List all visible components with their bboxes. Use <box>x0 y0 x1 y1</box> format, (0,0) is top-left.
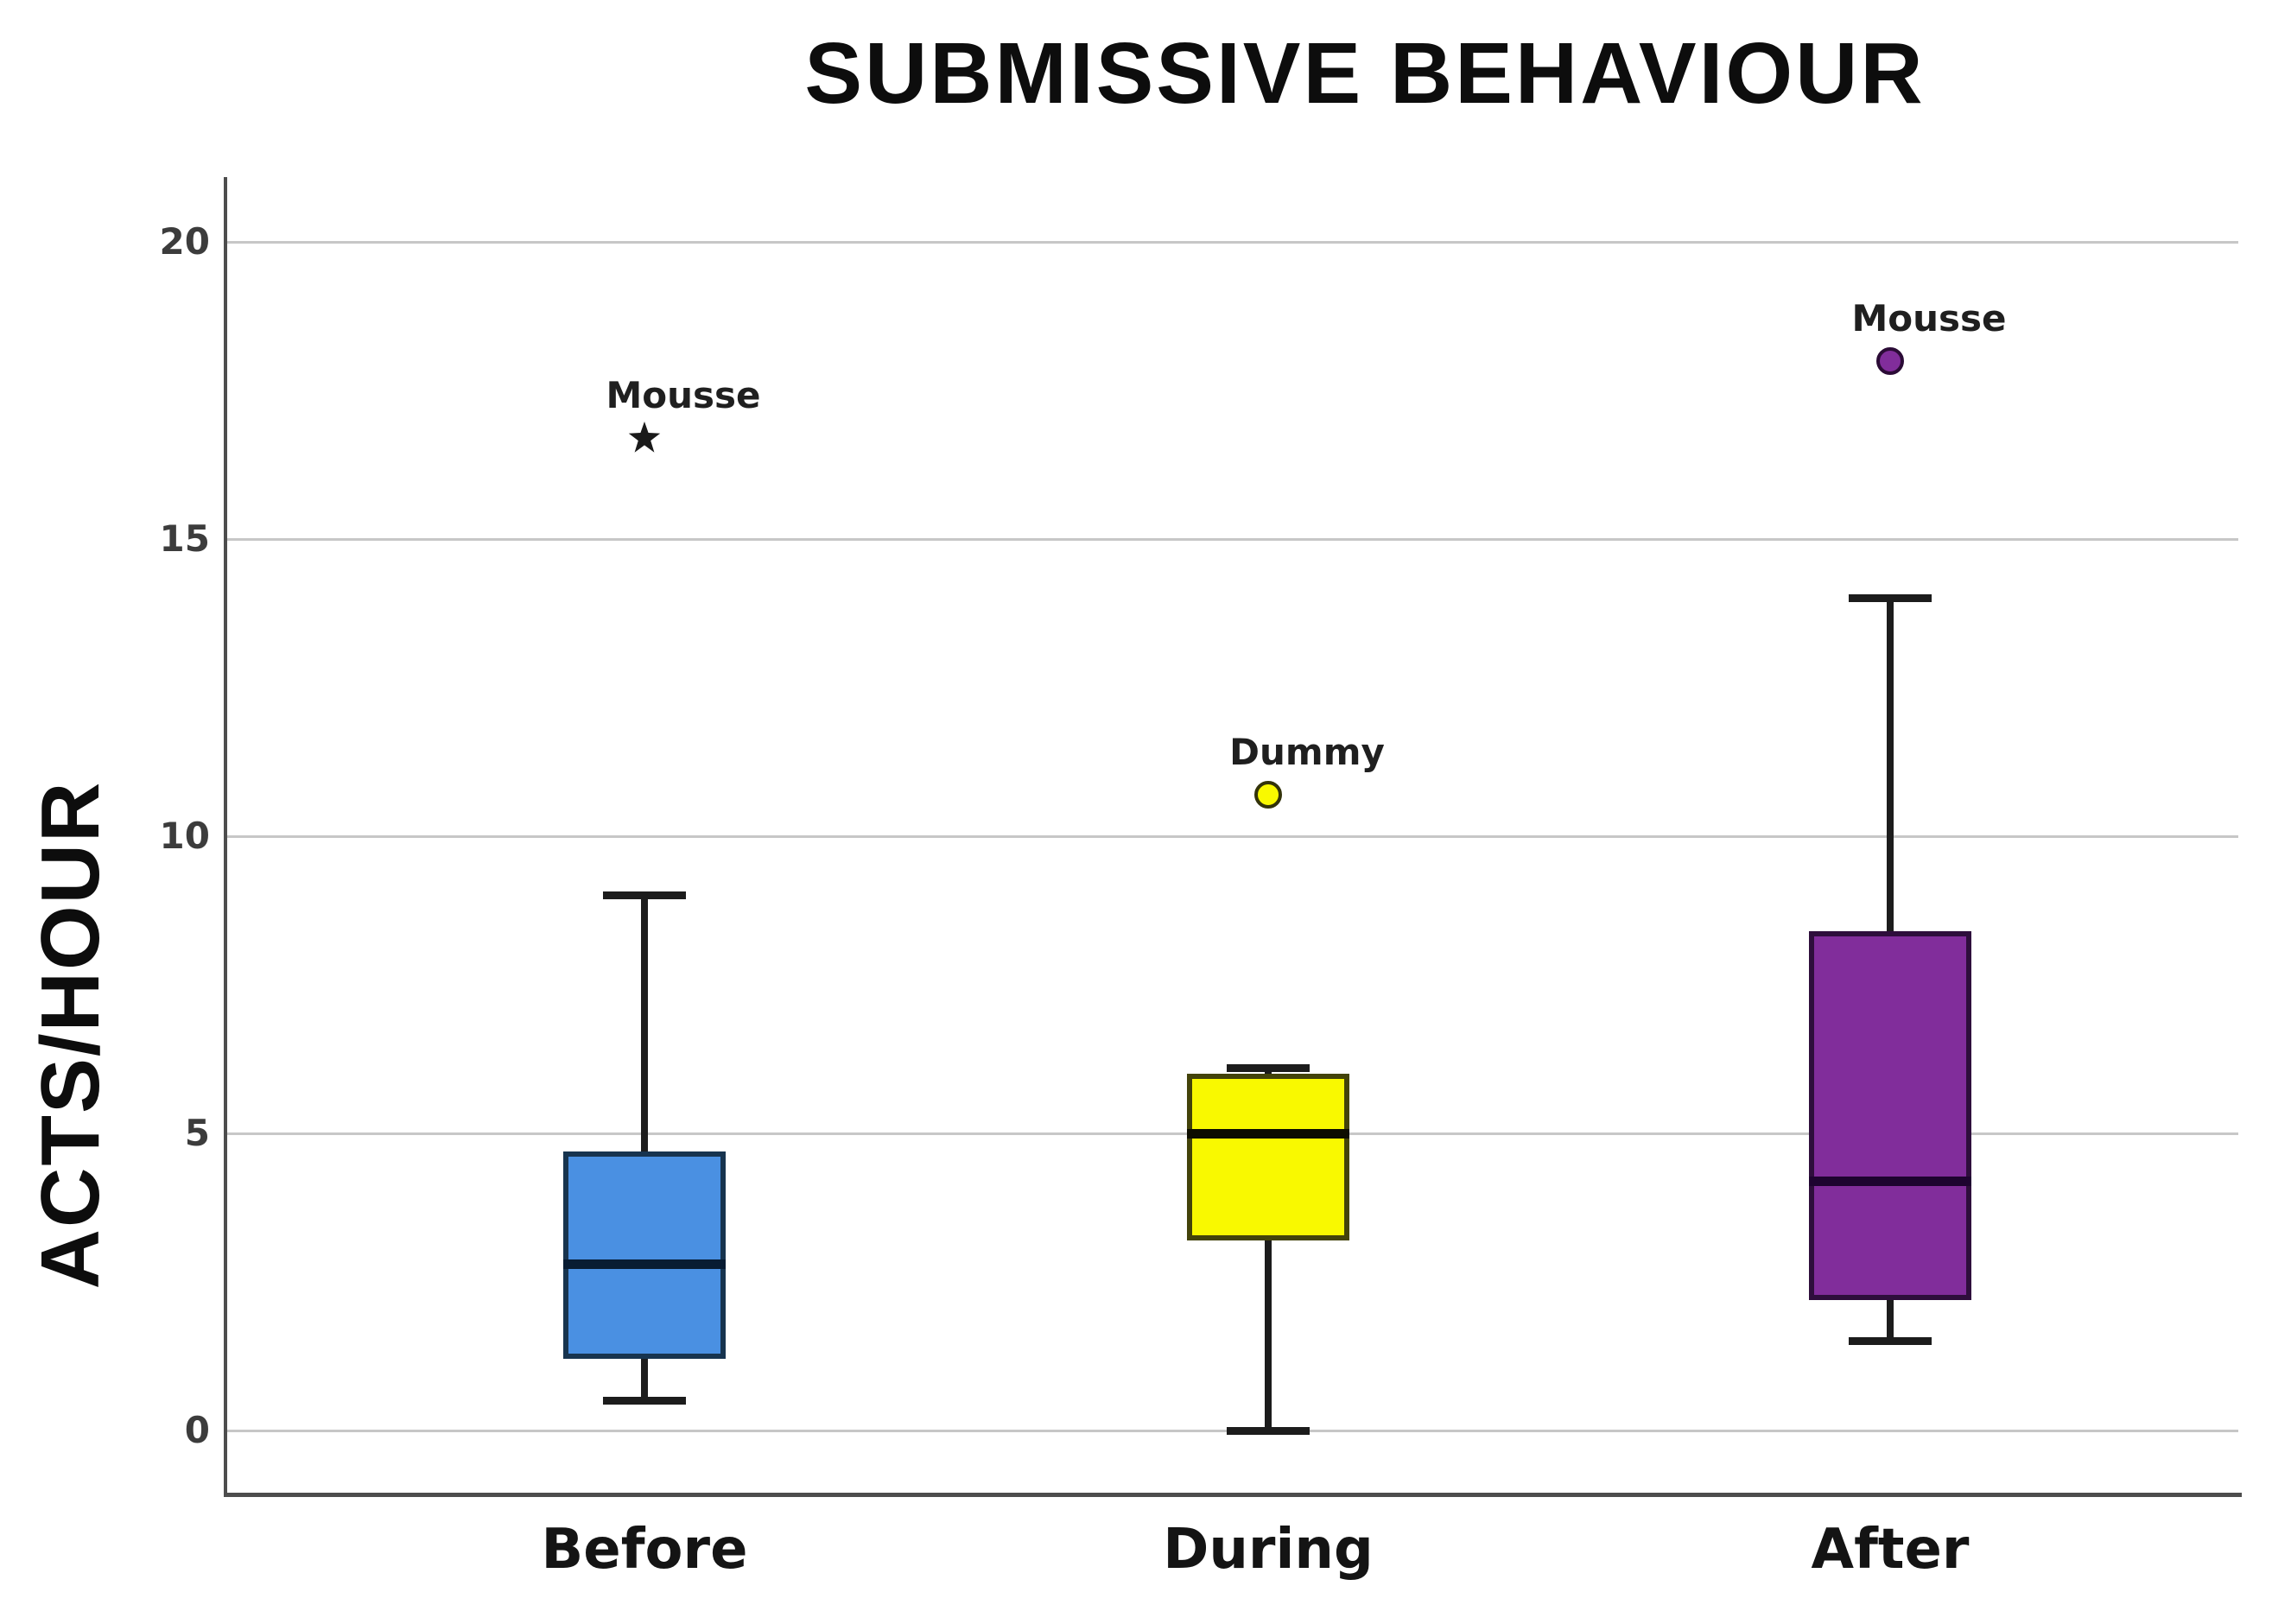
whisker-lower-After <box>1887 1299 1894 1342</box>
box-After <box>1809 931 1971 1300</box>
chart-title: SUBMISSIVE BEHAVIOUR <box>804 25 1926 122</box>
outlier-label-Mousse: Mousse <box>1851 296 2007 339</box>
whisker-upper-Before <box>641 895 648 1151</box>
outlier-label-Dummy: Dummy <box>1229 730 1385 773</box>
whisker-cap-lower-Before <box>603 1397 686 1405</box>
whisker-lower-During <box>1265 1240 1272 1431</box>
box-During <box>1187 1074 1349 1240</box>
y-axis-line <box>224 177 227 1494</box>
whisker-upper-After <box>1887 598 1894 932</box>
outlier-circle-marker <box>1254 780 1282 809</box>
x-axis-line <box>224 1493 2242 1497</box>
whisker-cap-upper-After <box>1849 594 1932 603</box>
outlier-circle-marker <box>1876 346 1904 375</box>
y-axis-title: ACTS/HOUR <box>24 780 117 1290</box>
whisker-cap-upper-During <box>1227 1063 1310 1072</box>
y-tick-label-5: 5 <box>184 1112 210 1154</box>
whisker-cap-lower-During <box>1227 1426 1310 1435</box>
outlier-label-Mousse: Mousse <box>606 374 761 417</box>
whisker-cap-lower-After <box>1849 1337 1932 1346</box>
x-category-label-After: After <box>1811 1518 1970 1582</box>
median-During <box>1187 1128 1349 1139</box>
y-tick-label-0: 0 <box>184 1409 210 1451</box>
whisker-lower-Before <box>641 1359 648 1401</box>
gridline-y-15 <box>225 537 2238 541</box>
median-After <box>1809 1176 1971 1186</box>
whisker-cap-upper-Before <box>603 891 686 900</box>
median-Before <box>563 1259 726 1269</box>
x-category-label-Before: Before <box>541 1518 748 1582</box>
y-tick-label-10: 10 <box>159 815 210 857</box>
gridline-y-20 <box>225 240 2238 244</box>
y-tick-label-15: 15 <box>159 517 210 560</box>
gridline-y-10 <box>225 834 2238 838</box>
x-category-label-During: During <box>1163 1518 1374 1582</box>
box-Before <box>563 1151 726 1360</box>
y-tick-label-20: 20 <box>159 220 210 263</box>
outlier-star-marker <box>628 422 661 453</box>
